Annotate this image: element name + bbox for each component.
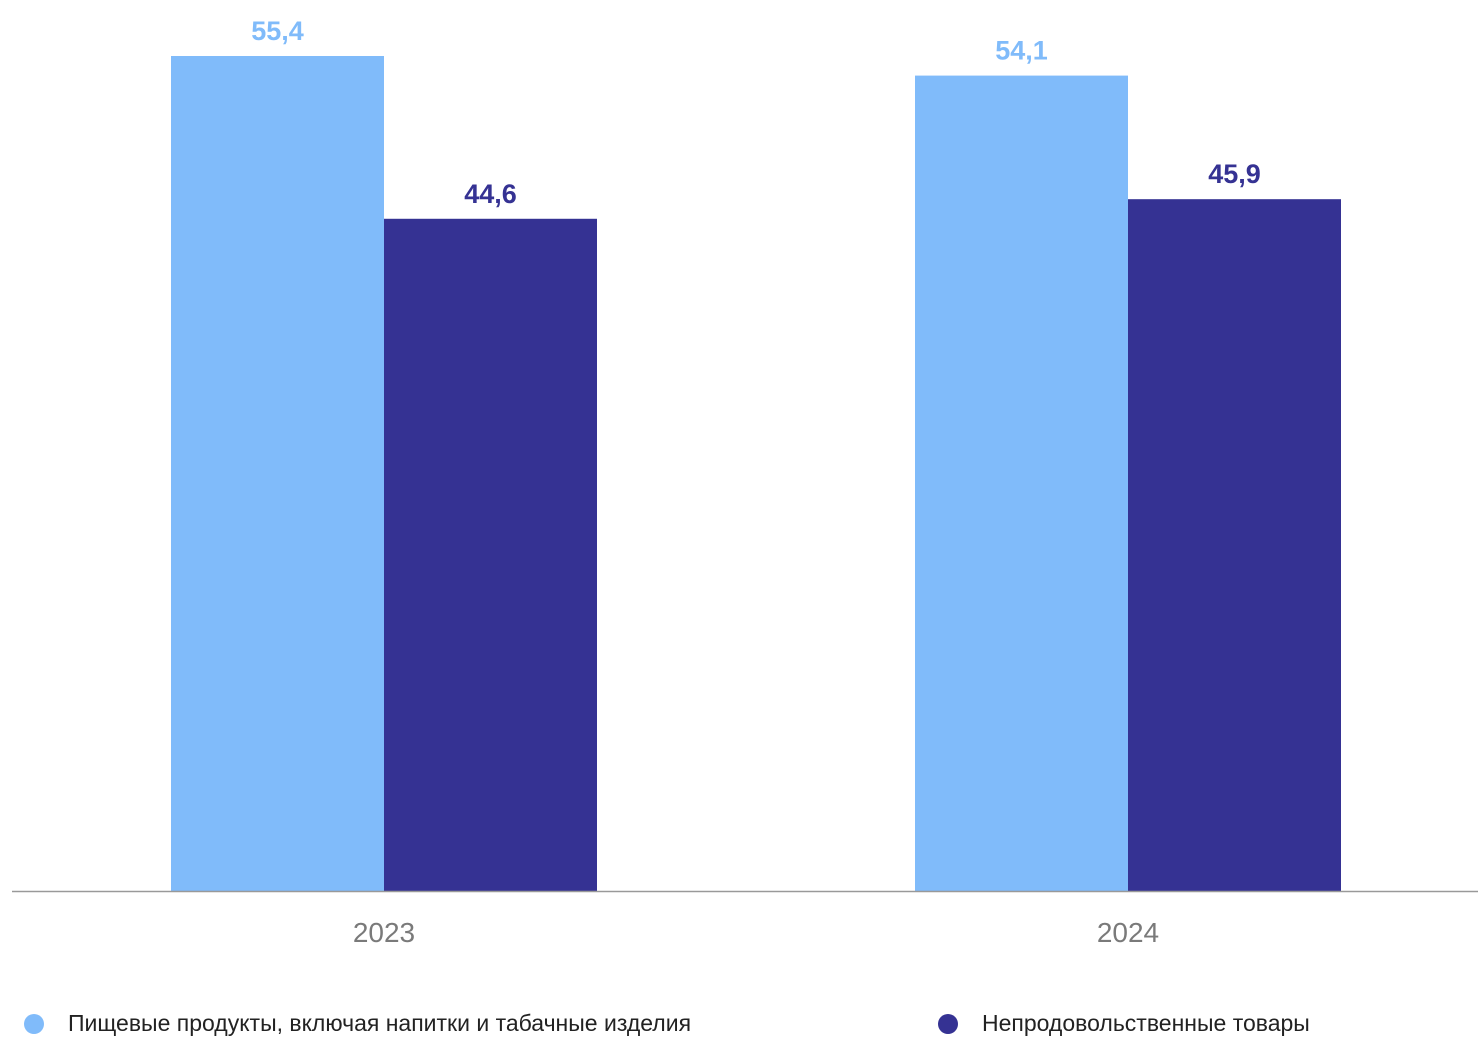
- legend-label-food: Пищевые продукты, включая напитки и таба…: [68, 1010, 692, 1036]
- legend-item-food: Пищевые продукты, включая напитки и таба…: [24, 1010, 691, 1037]
- legend-item-nonfood: Непродовольственные товары: [938, 1010, 1310, 1037]
- bar-2023-series-1: [171, 56, 384, 891]
- x-tick-label-2024: 2024: [1097, 917, 1159, 948]
- legend-swatch-nonfood: [938, 1013, 958, 1034]
- bar-2023-series-2: [384, 218, 597, 891]
- data-label-2024-series-2: 45,9: [1208, 159, 1261, 189]
- data-label-2023-series-1: 55,4: [251, 16, 304, 46]
- bar-chart: 55,4 44,6 2023 54,1 45,9 2024: [12, 16, 1478, 948]
- legend-swatch-food: [24, 1013, 44, 1034]
- x-tick-label-2023: 2023: [353, 917, 415, 948]
- bar-2024-series-1: [915, 75, 1128, 891]
- legend-label-nonfood: Непродовольственные товары: [982, 1010, 1310, 1036]
- data-label-2024-series-1: 54,1: [995, 36, 1048, 66]
- data-label-2023-series-2: 44,6: [464, 179, 517, 209]
- bar-2024-series-2: [1128, 199, 1341, 891]
